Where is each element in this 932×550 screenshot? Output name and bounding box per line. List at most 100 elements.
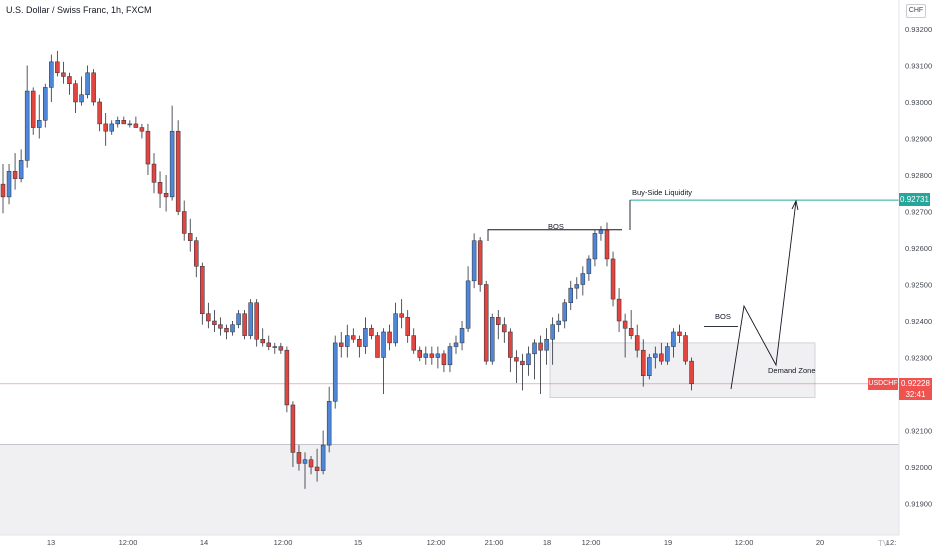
- candle-body: [483, 284, 489, 362]
- candle-body: [236, 313, 241, 325]
- liquidity-label: Buy-Side Liquidity: [632, 188, 692, 197]
- price-tick-label: 0.93200: [905, 25, 932, 34]
- candle-body: [683, 335, 688, 362]
- currency-button[interactable]: CHF: [906, 4, 926, 18]
- candle: [24, 65, 30, 168]
- candle: [91, 69, 96, 106]
- candle-body: [465, 280, 471, 329]
- candle-body: [194, 240, 199, 267]
- bar-countdown: 32:41: [905, 390, 926, 399]
- candle: [580, 266, 586, 296]
- candle: [538, 335, 543, 394]
- candle: [266, 335, 272, 351]
- candle: [200, 262, 205, 325]
- price-tick-label: 0.92700: [905, 208, 932, 217]
- time-tick-label: 12:: [886, 538, 896, 547]
- candle: [187, 218, 193, 252]
- candle: [206, 302, 211, 329]
- price-tick-label: 0.92000: [905, 463, 932, 472]
- candle: [248, 299, 253, 340]
- candle-body: [139, 127, 145, 132]
- candle: [586, 255, 592, 281]
- price-tick-label: 0.92400: [905, 317, 932, 326]
- candle: [550, 317, 555, 365]
- candle-body: [200, 266, 205, 314]
- candle-body: [242, 313, 247, 336]
- demand-zone-box: [549, 342, 816, 398]
- candle: [598, 226, 604, 241]
- candle-body: [544, 339, 549, 351]
- projection-arrow-icon: [791, 199, 799, 211]
- candle: [296, 445, 302, 471]
- candle-body: [634, 335, 640, 351]
- candle: [544, 328, 549, 365]
- candle-body: [399, 313, 404, 318]
- candle: [441, 350, 447, 373]
- time-tick-label: 20: [816, 538, 824, 547]
- price-tick-label: 0.92600: [905, 244, 932, 253]
- candle-body: [145, 130, 151, 165]
- candle-body: [441, 353, 447, 366]
- candle-body: [248, 302, 253, 336]
- candle: [73, 80, 78, 113]
- candle: [308, 456, 314, 475]
- candle: [212, 310, 217, 332]
- candle: [157, 171, 163, 208]
- candle-body: [496, 317, 501, 325]
- candle: [230, 321, 235, 336]
- candle: [393, 302, 398, 347]
- candle: [640, 339, 646, 387]
- candle: [381, 328, 386, 394]
- candle-body: [592, 233, 598, 260]
- candle: [610, 251, 616, 307]
- tradingview-logo-icon[interactable]: TV: [878, 539, 889, 548]
- candle: [411, 328, 416, 354]
- levels-layer: [0, 199, 899, 385]
- candle: [477, 237, 483, 292]
- candle: [49, 54, 54, 102]
- time-axis[interactable]: 13 12:00 14 12:00 15 12:00 21:00 18 12:00 19 12:00…: [47, 538, 896, 547]
- candle-body: [175, 130, 181, 212]
- candle: [435, 346, 441, 369]
- candle: [61, 61, 66, 84]
- price-scale[interactable]: 0.93200 0.93100 0.93000 0.92900 0.92800 0.927…: [905, 25, 932, 509]
- candle-body: [405, 317, 410, 336]
- candle: [671, 328, 676, 358]
- candle-body: [206, 313, 211, 322]
- candle: [592, 229, 598, 267]
- candle-body: [689, 360, 694, 385]
- candle: [55, 50, 60, 77]
- candle-body: [266, 342, 272, 347]
- candle: [236, 310, 241, 329]
- candle-body: [181, 211, 187, 234]
- candle-body: [526, 353, 531, 366]
- candle: [97, 98, 102, 132]
- candle-body: [308, 459, 314, 468]
- candle-body: [61, 72, 66, 77]
- candle: [502, 317, 507, 343]
- demand-zone-label: Demand Zone: [768, 366, 816, 375]
- time-tick-label: 15: [354, 538, 362, 547]
- candle-body: [435, 353, 441, 358]
- candle-body: [230, 324, 235, 333]
- candle: [121, 116, 127, 125]
- candle-body: [338, 342, 344, 347]
- candle-body: [351, 335, 356, 340]
- candle-body: [12, 171, 18, 179]
- candle: [127, 120, 133, 128]
- candle-body: [477, 240, 483, 285]
- candle: [30, 87, 36, 135]
- candle: [447, 342, 453, 373]
- candle: [429, 346, 435, 365]
- candle: [357, 335, 362, 358]
- candle: [375, 331, 380, 358]
- candle: [272, 342, 278, 354]
- candle: [496, 310, 501, 340]
- bos-major-line: [487, 229, 622, 241]
- candle: [689, 357, 694, 391]
- price-tick-label: 0.92800: [905, 171, 932, 180]
- time-tick-label: 14: [200, 538, 208, 547]
- candle: [471, 233, 477, 289]
- candle: [6, 164, 12, 205]
